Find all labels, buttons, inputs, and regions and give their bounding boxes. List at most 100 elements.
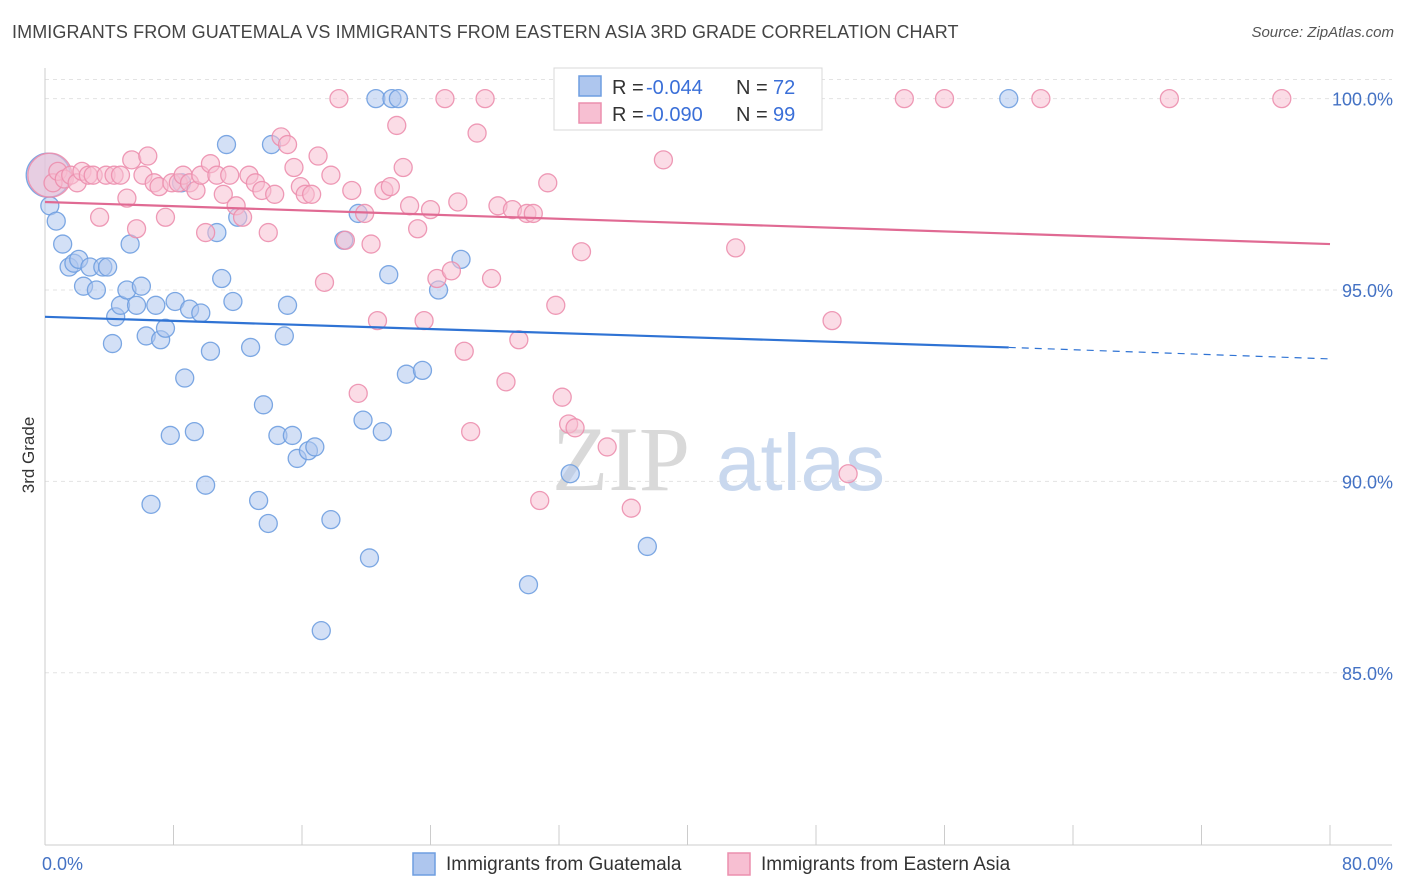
data-point — [380, 177, 400, 197]
legend-swatch-blue — [578, 75, 602, 97]
data-point — [435, 88, 455, 109]
data-point — [321, 510, 341, 530]
trend-line-pink — [44, 200, 1331, 246]
data-point — [372, 421, 392, 442]
data-point — [399, 196, 420, 216]
legend-n-label-pink: N = — [736, 104, 768, 126]
data-point — [552, 387, 572, 407]
series-points-blue — [25, 88, 1019, 641]
data-point — [155, 207, 176, 227]
data-point — [141, 494, 161, 514]
data-point — [212, 268, 232, 289]
series-legend: Immigrants from Guatemala Immigrants fro… — [412, 852, 1011, 876]
data-point — [361, 234, 381, 254]
watermark: ZIP atlas — [552, 408, 885, 510]
legend-swatch-pink — [578, 102, 602, 124]
data-point — [481, 268, 502, 289]
series-points-pink — [27, 88, 1292, 518]
data-point — [359, 548, 380, 568]
data-point — [461, 421, 481, 442]
data-point — [387, 115, 407, 136]
data-point — [184, 421, 205, 442]
data-point — [46, 211, 66, 231]
data-point — [420, 199, 441, 220]
data-point — [621, 498, 641, 518]
chart-source: Source: ZipAtlas.com — [1251, 24, 1394, 41]
data-point — [934, 88, 955, 109]
data-point — [496, 372, 516, 392]
data-point — [284, 157, 304, 178]
data-point — [412, 360, 433, 381]
chart-title: IMMIGRANTS FROM GUATEMALA VS IMMIGRANTS … — [12, 22, 959, 42]
data-point — [117, 188, 137, 208]
data-point — [342, 180, 362, 201]
data-point — [335, 230, 356, 250]
data-point — [258, 513, 278, 534]
data-point — [265, 184, 285, 204]
data-point — [122, 150, 142, 170]
data-point — [379, 265, 399, 285]
data-point — [509, 330, 529, 350]
series-swatch-guatemala — [412, 852, 436, 876]
data-point — [518, 575, 539, 595]
data-point — [560, 464, 580, 484]
data-point — [240, 337, 261, 358]
data-point — [53, 234, 73, 254]
data-point — [546, 295, 566, 315]
data-point — [110, 165, 131, 185]
data-point — [565, 418, 585, 438]
data-point — [200, 341, 221, 361]
data-point — [353, 410, 373, 430]
data-point — [274, 326, 294, 346]
data-point — [258, 222, 278, 243]
data-point — [232, 207, 253, 227]
series-label-eastern-asia: Immigrants from Eastern Asia — [761, 854, 1011, 875]
data-point — [131, 276, 152, 296]
data-point — [571, 242, 592, 262]
data-point — [175, 368, 195, 388]
data-point — [253, 395, 274, 415]
data-point — [311, 621, 331, 641]
y-axis-title: 3rd Grade — [19, 417, 38, 494]
data-point — [454, 341, 474, 361]
legend-n-value-blue: 72 — [773, 77, 795, 99]
data-point — [308, 146, 328, 166]
y-tick-label: 85.0% — [1342, 664, 1393, 684]
data-point — [388, 88, 409, 109]
y-tick-label: 100.0% — [1332, 90, 1393, 110]
data-point — [367, 310, 388, 331]
grid-lines: 85.0% 90.0% 95.0% 100.0% — [45, 78, 1393, 684]
y-tick-label: 90.0% — [1342, 472, 1393, 492]
data-point — [321, 165, 341, 185]
data-point — [1159, 88, 1180, 109]
data-point — [653, 150, 674, 170]
data-point — [155, 318, 176, 338]
data-point — [726, 238, 746, 258]
data-point — [248, 490, 269, 511]
data-point — [894, 88, 914, 109]
x-tick-label-max: 80.0% — [1342, 854, 1393, 874]
legend-r-value-pink: -0.090 — [646, 104, 703, 126]
data-point — [89, 207, 110, 227]
data-point — [146, 295, 166, 315]
legend-r-label-blue: R = — [612, 77, 644, 99]
data-point — [475, 88, 495, 109]
data-point — [126, 295, 147, 315]
data-point — [282, 425, 303, 446]
data-point — [597, 437, 617, 457]
legend-r-label-pink: R = — [612, 104, 644, 126]
data-point — [822, 310, 842, 331]
data-point — [366, 88, 386, 109]
data-point — [838, 464, 858, 484]
data-point — [216, 134, 237, 155]
data-point — [86, 280, 107, 300]
data-point — [195, 222, 216, 243]
series-label-guatemala: Immigrants from Guatemala — [446, 854, 682, 875]
data-point — [396, 364, 417, 384]
data-point — [220, 165, 240, 185]
data-point — [441, 261, 462, 281]
trend-lines — [44, 200, 1331, 360]
legend-r-value-blue: -0.044 — [646, 77, 703, 99]
data-point — [538, 173, 558, 193]
